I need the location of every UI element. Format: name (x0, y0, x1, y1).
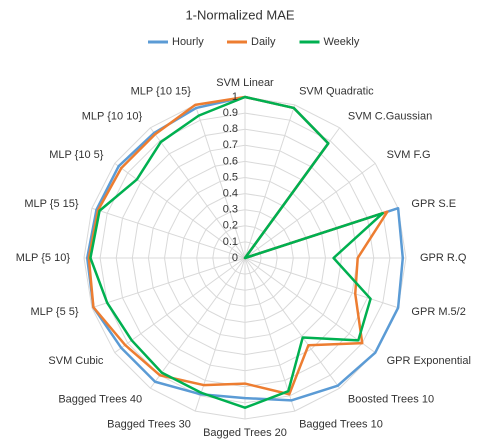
r-tick-label: 0.7 (223, 139, 238, 151)
category-label: Bagged Trees 20 (203, 427, 287, 439)
category-label: GPR S.E (411, 198, 456, 210)
legend-label: Hourly (172, 36, 204, 48)
spoke (244, 104, 296, 259)
spoke (244, 162, 376, 259)
r-tick-label: 0.5 (223, 171, 238, 183)
r-tick-label: 0.2 (223, 220, 238, 232)
category-label: Bagged Trees 30 (107, 418, 191, 430)
spoke (149, 257, 246, 389)
r-tick-label: 0.9 (223, 107, 238, 119)
r-tick-label: 0 (232, 252, 238, 264)
r-tick-label: 0.8 (223, 123, 238, 135)
category-label: MLP {5 15} (24, 198, 79, 210)
category-label: SVM Quadratic (299, 85, 374, 97)
category-label: MLP {10 5} (49, 149, 104, 161)
category-label: GPR R.Q (420, 252, 467, 264)
chart-title: 1-Normalized MAE (185, 7, 294, 22)
spoke (244, 257, 296, 412)
spoke (149, 127, 246, 259)
spoke (244, 257, 376, 354)
category-label: MLP {10 10} (82, 110, 143, 122)
category-label: GPR M.5/2 (411, 306, 465, 318)
category-label: MLP {5 10} (16, 252, 71, 264)
spoke (244, 257, 399, 309)
category-label: SVM C.Gaussian (348, 110, 432, 122)
category-label: SVM Linear (216, 77, 274, 89)
category-label: Boosted Trees 10 (348, 393, 434, 405)
legend-label: Weekly (324, 36, 360, 48)
legend-label: Daily (251, 36, 276, 48)
r-tick-label: 0.1 (223, 236, 238, 248)
r-tick-label: 0.4 (223, 188, 238, 200)
legend: Hourly Daily Weekly (148, 36, 360, 48)
category-label: GPR Exponential (387, 355, 471, 367)
category-label: MLP {5 5} (30, 306, 78, 318)
category-label: Bagged Trees 10 (299, 418, 383, 430)
spoke (91, 257, 246, 309)
category-label: SVM F.G (387, 149, 431, 161)
spoke (244, 257, 341, 389)
category-label: MLP {10 15} (131, 85, 192, 97)
r-tick-label: 0.6 (223, 155, 238, 167)
labels: 0 0.1 0.2 0.3 0.4 0.5 0.6 0.7 0.8 0.9 1 SVM Linear S… (16, 77, 471, 439)
spoke (194, 104, 246, 259)
series-group (85, 95, 405, 409)
r-tick-label: 0.3 (223, 204, 238, 216)
category-label: Bagged Trees 40 (58, 393, 142, 405)
series-line (89, 95, 385, 409)
r-tick-label: 1 (232, 91, 238, 103)
spoke (91, 207, 246, 259)
spoke (114, 257, 246, 354)
category-label: SVM Cubic (48, 355, 104, 367)
